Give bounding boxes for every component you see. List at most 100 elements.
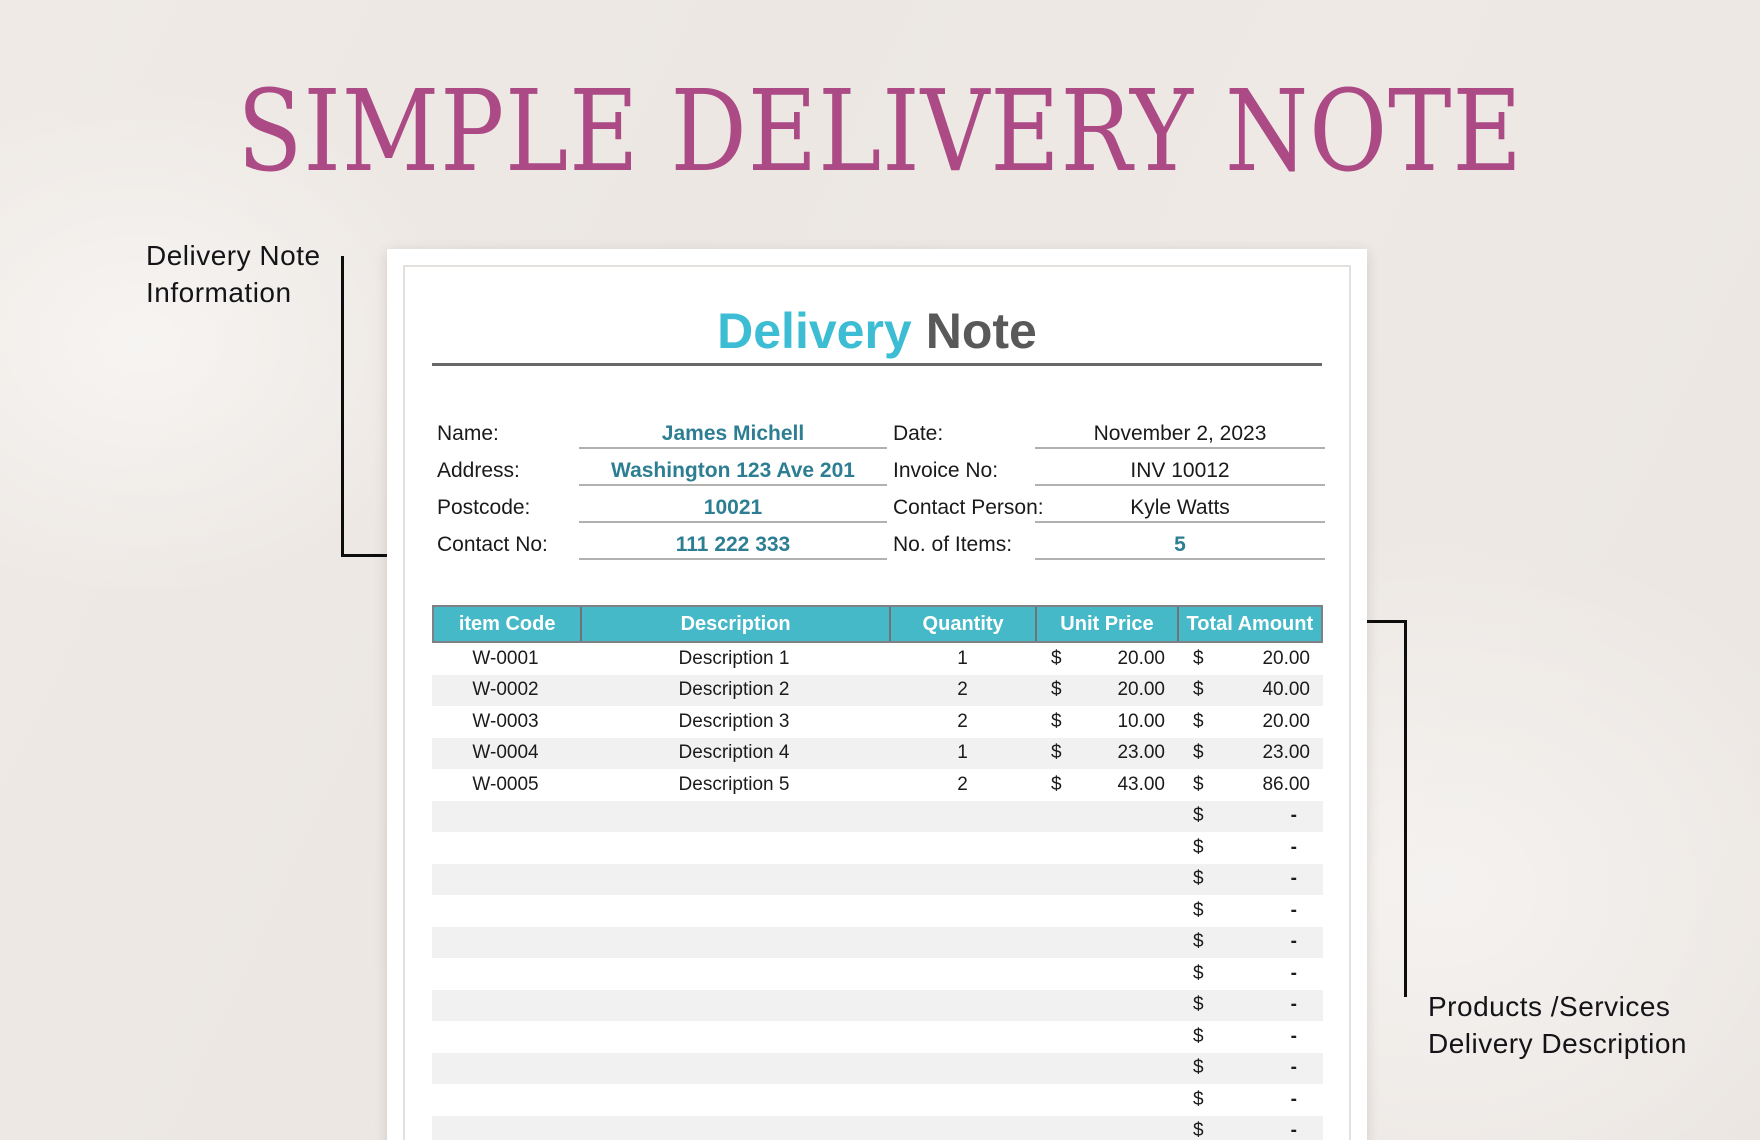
header-total-amount: Total Amount (1176, 607, 1321, 641)
cell-item-code: W-0003 (472, 710, 539, 732)
cell-quantity: 1 (957, 742, 968, 764)
empty-amount-placeholder: - (1290, 1025, 1297, 1047)
header-item-code: item Code (458, 612, 556, 635)
currency-symbol: $ (1193, 962, 1204, 984)
annotation-line: Information (146, 277, 292, 308)
empty-amount-placeholder: - (1290, 1088, 1297, 1110)
cell-description: Description 1 (678, 647, 790, 669)
currency-symbol: $ (1193, 868, 1204, 890)
empty-amount-placeholder: - (1290, 931, 1297, 953)
currency-symbol: $ (1193, 805, 1204, 827)
cell-description: Description 3 (678, 710, 790, 732)
table-row-empty: $ - (432, 958, 1323, 990)
cell-item-code: W-0005 (472, 773, 539, 795)
cell-unit-price: $43.00 (1036, 774, 1178, 796)
cell-total-amount: $20.00 (1178, 711, 1323, 733)
cell-quantity: 2 (957, 710, 968, 732)
field-value-name: James Michell (661, 422, 805, 445)
currency-symbol: $ (1051, 679, 1062, 701)
cell-unit-price: $23.00 (1036, 742, 1178, 764)
header-unit-price: Unit Price (1035, 607, 1176, 641)
field-value-contact-no: 111 222 333 (675, 533, 791, 556)
currency-symbol: $ (1193, 647, 1204, 669)
total-amount: 20.00 (1262, 647, 1310, 669)
empty-amount-placeholder: - (1290, 1057, 1297, 1079)
table-row-empty: $ - (432, 800, 1323, 832)
empty-amount-placeholder: - (1290, 899, 1297, 921)
cell-unit-price: $10.00 (1036, 711, 1178, 733)
total-amount: 40.00 (1262, 679, 1310, 701)
cell-description: Description 2 (678, 679, 790, 701)
empty-amount-placeholder: - (1290, 1120, 1297, 1140)
table-row-empty: $ - (432, 863, 1323, 895)
cell-total-amount: $ - (1178, 868, 1323, 890)
cell-total-amount: $ - (1178, 837, 1323, 859)
annotation-line: Products /Services (1428, 991, 1671, 1022)
currency-symbol: $ (1051, 710, 1062, 732)
cell-total-amount: $ - (1178, 963, 1323, 985)
cell-unit-price: $20.00 (1036, 679, 1178, 701)
header-quantity: Quantity (888, 607, 1035, 641)
currency-symbol: $ (1051, 647, 1062, 669)
header-description: Description (580, 607, 889, 641)
field-underline (579, 558, 887, 560)
empty-amount-placeholder: - (1290, 962, 1297, 984)
table-row-empty: $ - (432, 1115, 1323, 1140)
empty-amount-placeholder: - (1290, 994, 1297, 1016)
unit-price-amount: 20.00 (1117, 647, 1165, 669)
currency-symbol: $ (1193, 1057, 1204, 1079)
table-row: W-0003 Description 3 2 $10.00 $20.00 (432, 706, 1323, 738)
field-value-contact-person: Kyle Watts (1130, 496, 1230, 519)
field-label-name: Name: (437, 422, 499, 445)
cell-total-amount: $23.00 (1178, 742, 1323, 764)
total-amount: 86.00 (1262, 773, 1310, 795)
cell-description: Description 5 (678, 773, 790, 795)
table-row-empty: $ - (432, 1052, 1323, 1084)
field-label-contact-person: Contact Person: (893, 496, 1044, 519)
right-connector-line (1367, 620, 1407, 997)
field-underline (579, 484, 887, 486)
table-row: W-0002 Description 2 2 $20.00 $40.00 (432, 674, 1323, 706)
delivery-note-document: Delivery Note Name: James Michell Address… (387, 249, 1367, 1140)
table-header-row: item Code Description Quantity Unit Pric… (432, 605, 1323, 643)
document-inner-border (403, 265, 1351, 1140)
heading-rest: Note (925, 303, 1037, 359)
cell-unit-price: $20.00 (1036, 648, 1178, 670)
currency-symbol: $ (1193, 1088, 1204, 1110)
currency-symbol: $ (1051, 773, 1062, 795)
annotation-line: Delivery Description (1428, 1028, 1687, 1059)
cell-item-code: W-0004 (472, 742, 539, 764)
total-amount: 23.00 (1262, 742, 1310, 764)
field-value-invoice-no: INV 10012 (1130, 459, 1230, 482)
field-underline (1035, 558, 1325, 560)
table-row-empty: $ - (432, 832, 1323, 864)
currency-symbol: $ (1193, 773, 1204, 795)
field-underline (1035, 521, 1325, 523)
field-label-postcode: Postcode: (437, 496, 531, 519)
currency-symbol: $ (1051, 742, 1062, 764)
cell-quantity: 2 (957, 679, 968, 701)
cell-total-amount: $ - (1178, 805, 1323, 827)
cell-description: Description 4 (678, 742, 790, 764)
currency-symbol: $ (1193, 931, 1204, 953)
table-row: W-0004 Description 4 1 $23.00 $23.00 (432, 737, 1323, 769)
unit-price-amount: 20.00 (1117, 679, 1165, 701)
table-row: W-0005 Description 5 2 $43.00 $86.00 (432, 769, 1323, 801)
items-table: item Code Description Quantity Unit Pric… (432, 605, 1323, 1140)
annotation-products-services-description: Products /Services Delivery Description (1428, 988, 1687, 1062)
currency-symbol: $ (1193, 710, 1204, 732)
field-label-address: Address: (437, 459, 520, 482)
cell-total-amount: $ - (1178, 900, 1323, 922)
field-label-invoice-no: Invoice No: (893, 459, 999, 482)
cell-total-amount: $20.00 (1178, 648, 1323, 670)
table-row-empty: $ - (432, 926, 1323, 958)
cell-item-code: W-0001 (472, 647, 539, 669)
heading-divider (432, 363, 1322, 366)
unit-price-amount: 10.00 (1117, 710, 1165, 732)
currency-symbol: $ (1193, 836, 1204, 858)
cell-total-amount: $ - (1178, 1057, 1323, 1079)
page-title: SIMPLE DELIVERY NOTE (237, 67, 1523, 197)
cell-item-code: W-0002 (472, 679, 539, 701)
cell-total-amount: $ - (1178, 1026, 1323, 1048)
annotation-line: Delivery Note (146, 240, 321, 271)
